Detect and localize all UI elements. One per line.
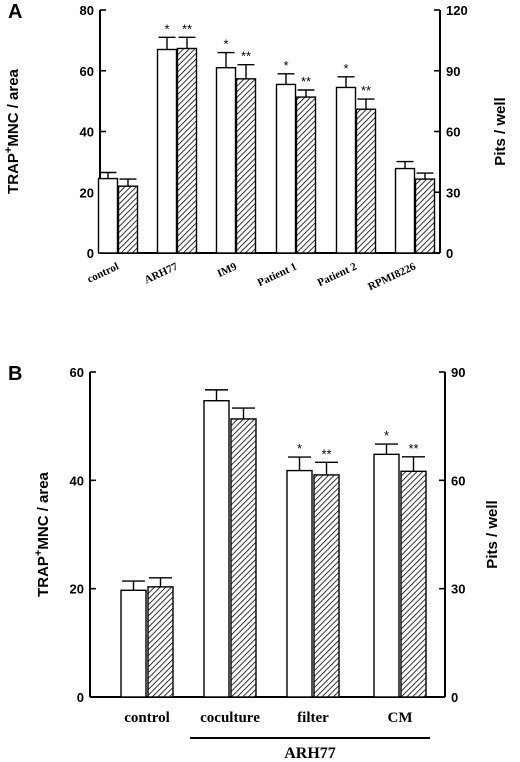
- category-label: control: [124, 710, 170, 726]
- bar-pits: [230, 418, 257, 698]
- category-label: IM9: [215, 260, 239, 280]
- significance-marker: *: [343, 61, 348, 76]
- significance-marker: *: [297, 441, 302, 456]
- category-label: Patient 2: [316, 260, 359, 289]
- right-tick-label: 90: [451, 365, 465, 380]
- panel-b-letter: B: [8, 363, 22, 385]
- significance-marker: **: [241, 49, 251, 64]
- category-label: coculture: [200, 710, 260, 726]
- left-tick-label: 20: [70, 582, 84, 597]
- bar-pits: [147, 586, 174, 698]
- significance-marker: **: [301, 74, 311, 89]
- right-tick-label: 30: [451, 582, 465, 597]
- bar-trap-mnc: [335, 86, 357, 254]
- right-tick-label: 0: [451, 690, 458, 705]
- significance-marker: *: [164, 21, 169, 36]
- group-label: ARH77: [284, 745, 336, 762]
- left-axis-title: TRAP+MNC / area: [3, 68, 22, 193]
- category-label: RPMI8226: [366, 260, 418, 293]
- significance-marker: **: [321, 446, 331, 461]
- bar-pits: [176, 47, 198, 254]
- right-axis-title: Pits / well: [492, 97, 509, 165]
- right-axis-title: Pits / well: [484, 500, 501, 568]
- bar-trap-mnc: [97, 177, 119, 254]
- left-tick-label: 40: [80, 125, 94, 140]
- significance-marker: **: [361, 83, 371, 98]
- bar-pits: [355, 108, 377, 254]
- left-tick-label: 0: [77, 690, 84, 705]
- bar-pits: [400, 470, 427, 698]
- category-label: ARH77: [143, 260, 181, 286]
- left-tick-label: 0: [87, 246, 94, 261]
- bar-pits: [414, 178, 436, 254]
- significance-marker: *: [223, 37, 228, 52]
- panel-b-chart: B 0 20 40 60 0 30 60 90 TRAP+MNC / area Pits / wel…: [8, 363, 501, 762]
- right-tick-label: 30: [446, 185, 460, 200]
- bar-trap-mnc: [286, 469, 313, 698]
- left-axis-title: TRAP+MNC / area: [33, 471, 52, 596]
- left-tick-label: 60: [80, 64, 94, 79]
- category-label: CM: [388, 710, 413, 726]
- bar-trap-mnc: [156, 48, 178, 254]
- significance-marker: *: [384, 428, 389, 443]
- bar-pits: [117, 185, 139, 254]
- panel-a-chart: A 0 20 40 60 80 0 30 60 90 120 TRAP+MNC / area Pits …: [3, 1, 509, 293]
- left-tick-label: 20: [80, 185, 94, 200]
- bar-pits: [295, 96, 317, 254]
- bar-trap-mnc: [120, 589, 147, 698]
- significance-marker: **: [408, 441, 418, 456]
- category-label: control: [85, 261, 120, 286]
- bar-trap-mnc: [394, 167, 416, 254]
- left-tick-label: 40: [70, 473, 84, 488]
- left-tick-label: 60: [70, 365, 84, 380]
- left-tick-label: 80: [80, 3, 94, 18]
- category-label: Patient 1: [256, 261, 299, 290]
- right-tick-label: 60: [451, 473, 465, 488]
- significance-marker: *: [283, 58, 288, 73]
- category-label: filter: [297, 710, 329, 726]
- bar-trap-mnc: [215, 67, 237, 254]
- right-tick-label: 60: [446, 125, 460, 140]
- right-tick-label: 90: [446, 64, 460, 79]
- bar-trap-mnc: [275, 83, 297, 254]
- right-tick-label: 0: [446, 246, 453, 261]
- bar-pits: [313, 474, 340, 698]
- bar-trap-mnc: [373, 453, 400, 698]
- right-tick-label: 120: [446, 3, 468, 18]
- bar-pits: [235, 78, 257, 254]
- significance-marker: **: [182, 21, 192, 36]
- bar-trap-mnc: [203, 400, 230, 698]
- panel-a-letter: A: [8, 1, 22, 23]
